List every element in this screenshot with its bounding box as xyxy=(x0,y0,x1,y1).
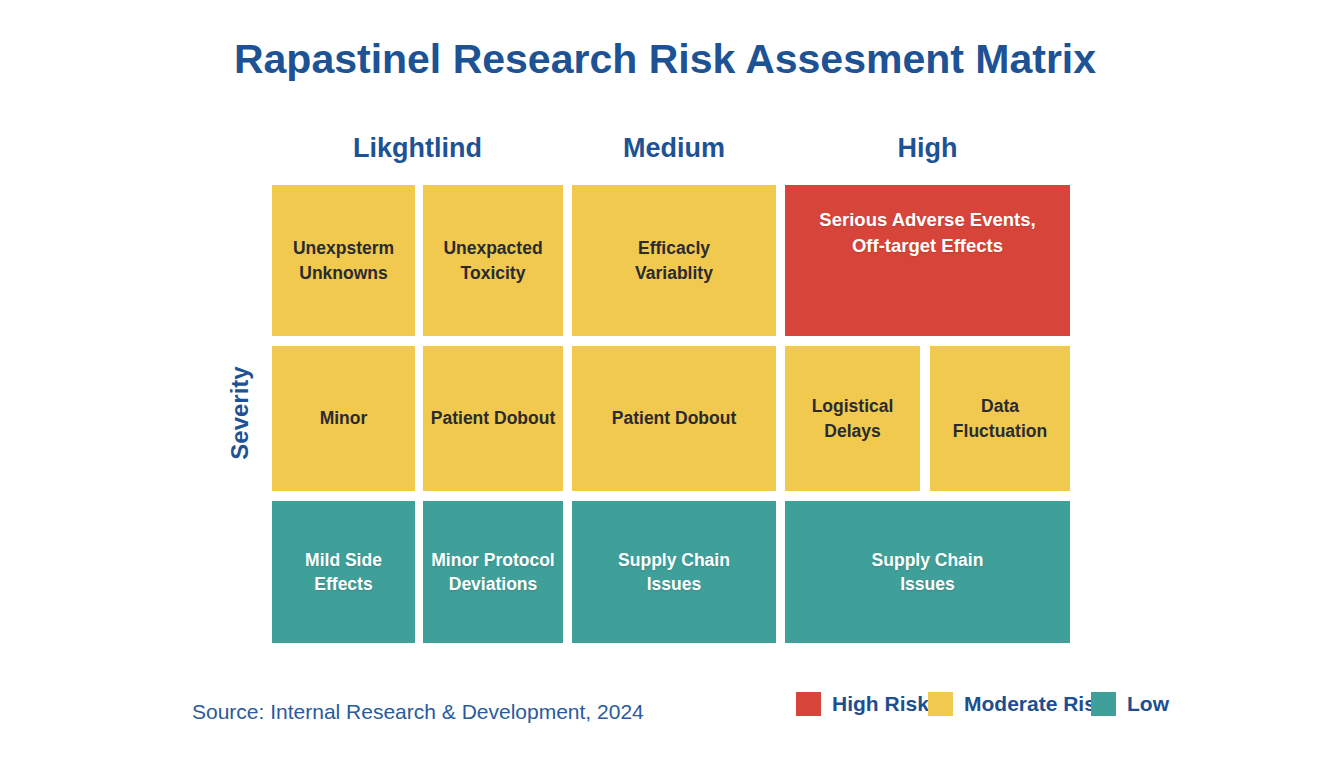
matrix-cell-r2c4: Logistical Delays xyxy=(785,346,920,491)
matrix-cell-r2c2: Patient Dobout xyxy=(423,346,563,491)
matrix-cell-r2c5: Data Fluctuation xyxy=(930,346,1070,491)
legend-swatch-moderate-risk xyxy=(928,692,953,716)
y-axis-label-severity: Severity xyxy=(198,330,282,496)
page-title: Rapastinel Research Risk Assesment Matri… xyxy=(0,36,1330,83)
matrix-cell-r3c3: Supply Chain Issues xyxy=(572,501,776,643)
matrix-cell-r1c1: Unexpsterm Unknowns xyxy=(272,185,415,336)
legend-label-moderate-risk: Moderate Risk xyxy=(964,692,1108,716)
column-header-high: High xyxy=(785,129,1070,167)
matrix-cell-r1c3: Efficacly Variablity xyxy=(572,185,776,336)
matrix-cell-r2c3: Patient Dobout xyxy=(572,346,776,491)
legend-label-low-risk: Low xyxy=(1127,692,1169,716)
matrix-cell-r3c1: Mild Side Effects xyxy=(272,501,415,643)
matrix-cell-r3c4: Supply Chain Issues xyxy=(785,501,1070,643)
legend-label-high-risk: High Risk xyxy=(832,692,929,716)
legend-swatch-low-risk xyxy=(1091,692,1116,716)
matrix-cell-r1c2: Unexpacted Toxicity xyxy=(423,185,563,336)
legend-swatch-high-risk xyxy=(796,692,821,716)
legend-item-high-risk: High Risk xyxy=(796,690,929,718)
matrix-cell-r1c4: Serious Adverse Events, Off-target Effec… xyxy=(785,185,1070,336)
legend-item-low-risk: Low xyxy=(1091,690,1169,718)
matrix-cell-r2c1: Minor xyxy=(272,346,415,491)
source-caption: Source: Internal Research & Development,… xyxy=(192,700,644,724)
column-header-likelihood: Likghtlind xyxy=(272,129,563,167)
legend-item-moderate-risk: Moderate Risk xyxy=(928,690,1108,718)
risk-matrix-page: Rapastinel Research Risk Assesment Matri… xyxy=(0,0,1344,768)
matrix-cell-r3c2: Minor Protocol Deviations xyxy=(423,501,563,643)
column-header-medium: Medium xyxy=(572,129,776,167)
